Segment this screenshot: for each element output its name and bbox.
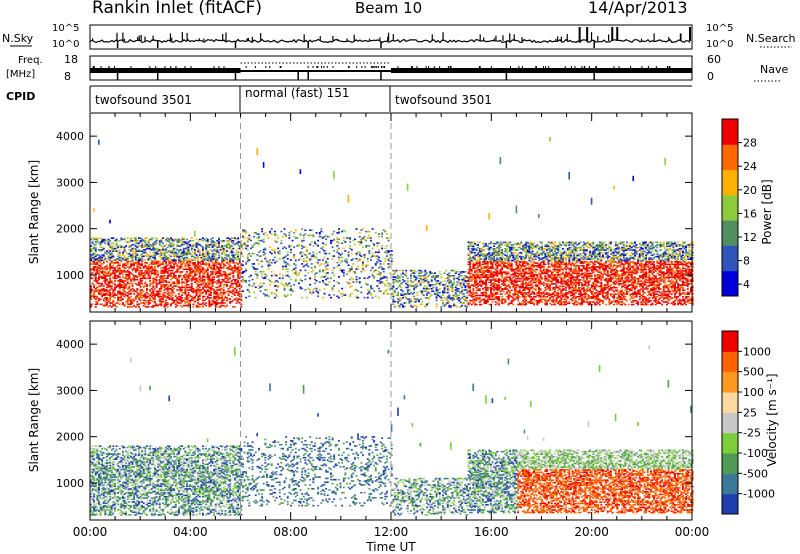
power-y-axis: 1000 2000 3000 4000	[56, 130, 692, 282]
cpid-segment-3: twofsound 3501	[395, 93, 492, 107]
x-tick-label: 12:00	[374, 525, 409, 539]
x-tick-label: 00:00	[73, 525, 108, 539]
y-tick-label: 2000	[56, 431, 84, 444]
velocity-cbar-label: Velocity [m s⁻¹]	[765, 373, 779, 466]
x-tick-label: 20:00	[574, 525, 609, 539]
noise-left-tick-bottom: 10^0	[52, 39, 79, 50]
noise-right-tick-bottom: 10^0	[706, 39, 733, 50]
colorbar-tick-label: 24	[743, 160, 757, 173]
colorbar-tick-label: -100	[743, 447, 768, 460]
colorbar-tick-label: 8	[743, 255, 750, 268]
colorbar-segment	[722, 194, 738, 221]
velocity-colorbar: 1000 500 100 25 -25 -100 -500 -1000	[721, 330, 775, 515]
velocity-x-ticks	[89, 321, 693, 520]
cpid-segment-1: twofsound 3501	[95, 93, 192, 107]
colorbar-tick-label: 1000	[743, 345, 771, 358]
y-tick-label: 4000	[56, 130, 84, 143]
velocity-ylabel: Slant Range [km]	[27, 368, 41, 472]
colorbar-tick-label: -1000	[743, 488, 775, 501]
freq-right-label: Nave	[760, 63, 788, 76]
y-tick-label: 3000	[56, 384, 84, 397]
frequency-trace	[90, 62, 692, 80]
cpid-label: CPID	[6, 90, 35, 103]
colorbar-tick-label: 500	[743, 366, 764, 379]
velocity-scatter	[90, 321, 694, 520]
velocity-panel: 1000 2000 3000 4000 Slant Range [km] 1000 50…	[27, 320, 779, 521]
y-tick-label: 1000	[56, 269, 84, 282]
frequency-panel: Freq. [MHz] 18 8 60 0 Nave	[6, 53, 788, 83]
colorbar-segment	[722, 453, 738, 474]
colorbar-segment	[722, 493, 738, 515]
colorbar-tick-label: 20	[743, 184, 757, 197]
freq-left-label-bottom: [MHz]	[6, 69, 35, 80]
y-tick-label: 2000	[56, 223, 84, 236]
colorbar-tick-label: 16	[743, 207, 757, 220]
date-title: 14/Apr/2013	[588, 0, 688, 17]
noise-left-tick-top: 10^5	[52, 23, 79, 34]
colorbar-segment	[722, 392, 738, 413]
colorbar-segment	[722, 351, 738, 373]
cpid-segment-2: normal (fast) 151	[245, 86, 349, 100]
colorbar-segment	[722, 331, 738, 352]
freq-right-tick-bottom: 0	[707, 70, 714, 83]
x-tick-label: 08:00	[273, 525, 308, 539]
colorbar-tick-label: -500	[743, 467, 768, 480]
x-tick-label: 00:00	[675, 525, 710, 539]
colorbar-tick-label: 100	[743, 386, 764, 399]
colorbar-tick-label: 25	[743, 406, 757, 419]
colorbar-segment	[722, 144, 738, 171]
x-axis-labels: 00:00 04:00 08:00 12:00 16:00 20:00 00:00	[73, 525, 710, 539]
power-ylabel: Slant Range [km]	[27, 160, 41, 264]
power-scatter	[90, 113, 694, 312]
velocity-y-axis: 1000 2000 3000 4000	[56, 338, 692, 490]
y-tick-label: 1000	[56, 477, 84, 490]
power-cbar-label: Power [dB]	[760, 179, 774, 244]
y-tick-label: 3000	[56, 176, 84, 189]
station-title: Rankin Inlet (fitACF)	[92, 0, 262, 18]
y-tick-label: 4000	[56, 338, 84, 351]
beam-title: Beam 10	[355, 0, 422, 17]
noise-panel: N.Sky 10^5 10^0 10^5 10^0 N.Search	[2, 23, 796, 50]
colorbar-segment	[722, 245, 738, 272]
x-tick-label: 04:00	[173, 525, 208, 539]
power-colorbar: 28 24 20 16 12 8 4	[721, 118, 757, 297]
power-x-ticks	[89, 113, 693, 312]
colorbar-segment	[722, 169, 738, 196]
x-axis-title: Time UT	[365, 540, 416, 554]
freq-left-tick-bottom: 8	[64, 70, 71, 83]
noise-trace	[89, 27, 691, 48]
noise-left-label: N.Sky	[2, 32, 34, 45]
colorbar-tick-label: 12	[743, 231, 757, 244]
colorbar-segment	[722, 371, 738, 393]
noise-right-tick-top: 10^5	[706, 23, 733, 34]
x-tick-label: 16:00	[474, 525, 509, 539]
freq-left-tick-top: 18	[64, 53, 78, 66]
colorbar-segment	[722, 432, 738, 454]
colorbar-segment	[722, 412, 738, 434]
freq-left-label-top: Freq.	[18, 55, 43, 66]
colorbar-segment	[722, 220, 738, 246]
noise-right-label: N.Search	[746, 32, 796, 45]
freq-right-tick-top: 60	[707, 53, 721, 66]
colorbar-segment	[722, 473, 738, 495]
colorbar-tick-label: 28	[743, 137, 757, 150]
power-panel: 1000 2000 3000 4000 Slant Range [km] 28 24 20…	[27, 112, 774, 313]
colorbar-segment	[722, 270, 738, 297]
colorbar-tick-label: -25	[743, 427, 761, 440]
cpid-panel: CPID twofsound 3501 normal (fast) 151 tw…	[6, 85, 692, 112]
colorbar-tick-label: 4	[743, 278, 750, 291]
colorbar-segment	[722, 119, 738, 145]
